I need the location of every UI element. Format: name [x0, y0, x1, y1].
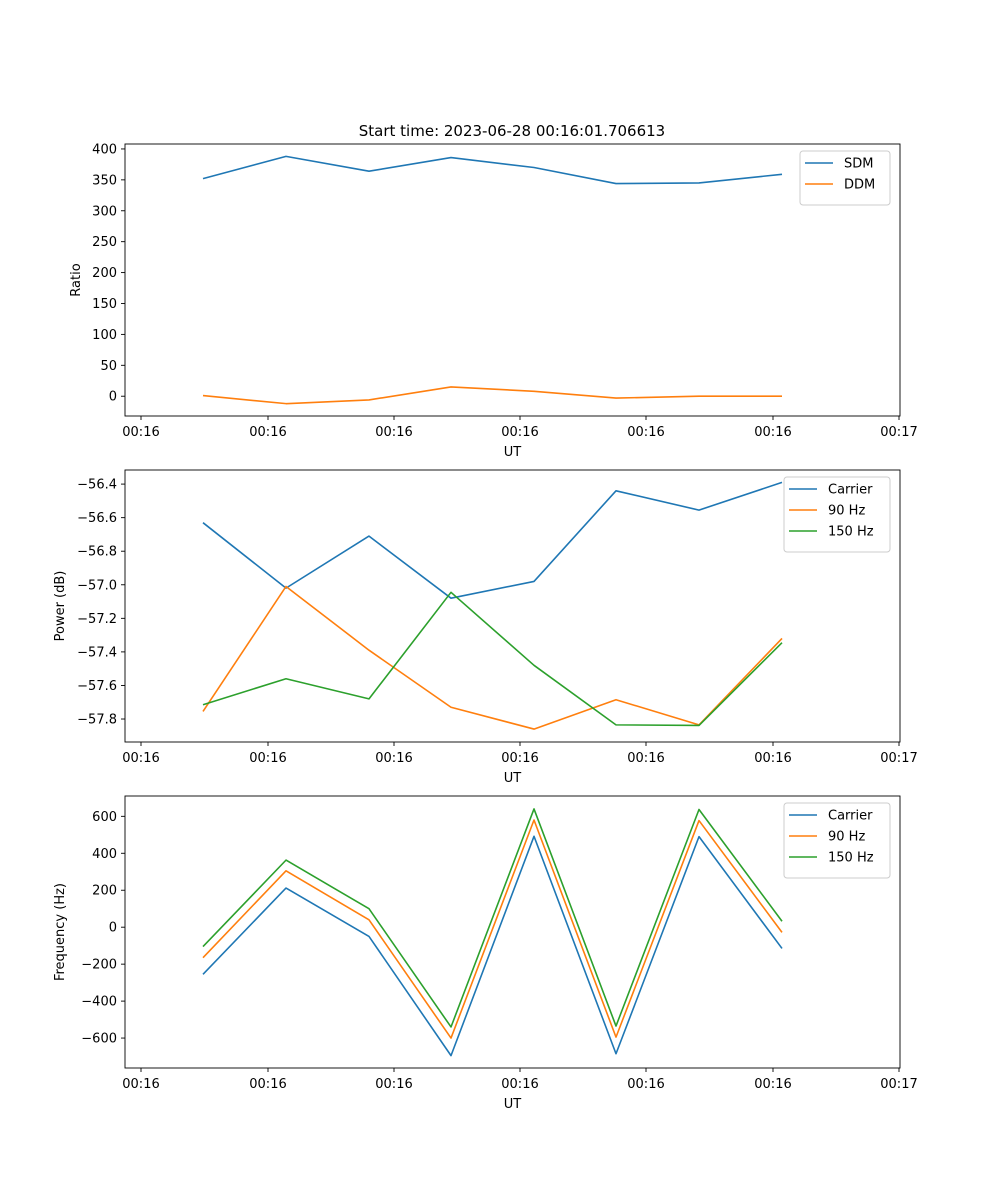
x-tick-label: 00:16: [122, 751, 159, 766]
x-axis-label: UT: [504, 771, 522, 786]
series-line-carrier: [202, 481, 783, 600]
y-axis-label: Power (dB): [53, 571, 68, 642]
y-tick-label: 300: [92, 204, 117, 219]
legend-box: [799, 150, 891, 206]
y-tick-label: 350: [92, 173, 117, 188]
y-tick-label: 200: [92, 266, 117, 281]
legend-entry: Carrier: [828, 483, 873, 498]
y-tick-label: −56.4: [77, 478, 117, 493]
x-tick-label: 00:16: [501, 751, 538, 766]
x-tick-label: 00:17: [880, 1077, 917, 1092]
x-tick-label: 00:16: [375, 425, 412, 440]
y-tick-label: −57.4: [77, 645, 117, 660]
legend-entry: 90 Hz: [828, 504, 865, 519]
legend-entry: 150 Hz: [828, 525, 874, 540]
x-tick-label: 00:16: [501, 1077, 538, 1092]
x-tick-label: 00:16: [627, 1077, 664, 1092]
chart-panel-2: 00:16 00:16 00:16 00:16 00:16 00:16 00:17 −57.8…: [53, 469, 918, 786]
chart-panel-1: 00:16 00:16 00:16 00:16 00:16 00:16 00:17 0 50 10…: [69, 142, 918, 460]
y-tick-label: −56.8: [77, 545, 117, 560]
y-tick-label: 400: [92, 847, 117, 862]
series-line-sdm: [202, 155, 783, 185]
legend: Carrier 90 Hz 150 Hz: [783, 476, 891, 553]
x-tick-label: 00:16: [249, 751, 286, 766]
y-tick-label: −57.6: [77, 679, 117, 694]
x-tick-label: 00:16: [501, 425, 538, 440]
y-tick-label: 250: [92, 235, 117, 250]
series-line-150-hz: [202, 808, 783, 1028]
y-tick-label: −600: [81, 1032, 117, 1047]
legend-box: [783, 802, 891, 879]
x-axis-label: UT: [504, 1097, 522, 1112]
x-tick-label: 00:16: [122, 425, 159, 440]
x-tick-label: 00:17: [880, 425, 917, 440]
x-tick-label: 00:16: [122, 1077, 159, 1092]
legend-entry: DDM: [844, 178, 875, 193]
y-tick-label: −56.6: [77, 511, 117, 526]
chart-title: Start time: 2023-06-28 00:16:01.706613: [359, 122, 665, 140]
y-tick-label: 200: [92, 884, 117, 899]
y-tick-label: 100: [92, 328, 117, 343]
y-tick-label: −200: [81, 958, 117, 973]
y-axis-label: Ratio: [69, 263, 84, 296]
y-tick-label: −400: [81, 995, 117, 1010]
series-line-carrier: [202, 835, 783, 1057]
y-tick-label: 400: [92, 142, 117, 157]
x-tick-label: 00:16: [249, 425, 286, 440]
y-tick-label: 150: [92, 297, 117, 312]
series-line-150-hz: [202, 591, 783, 727]
y-tick-label: 0: [109, 921, 117, 936]
x-axis-label: UT: [504, 445, 522, 460]
x-tick-label: 00:17: [880, 751, 917, 766]
series-line-90-hz: [202, 585, 783, 730]
x-tick-label: 00:16: [375, 751, 412, 766]
legend-entry: Carrier: [828, 809, 873, 824]
x-tick-label: 00:16: [249, 1077, 286, 1092]
y-axis-label: Frequency (Hz): [53, 883, 68, 981]
series-line-90-hz: [202, 819, 783, 1039]
y-tick-label: 0: [109, 390, 117, 405]
legend-box: [783, 476, 891, 553]
x-tick-label: 00:16: [375, 1077, 412, 1092]
chart-panel-3: 00:16 00:16 00:16 00:16 00:16 00:16 00:17 −600 −…: [53, 795, 918, 1112]
x-tick-label: 00:16: [754, 1077, 791, 1092]
legend-entry: 90 Hz: [828, 830, 865, 845]
x-tick-label: 00:16: [754, 751, 791, 766]
x-tick-label: 00:16: [754, 425, 791, 440]
series-line-ddm: [202, 386, 782, 405]
legend: Carrier 90 Hz 150 Hz: [783, 802, 891, 879]
axes-frame: [124, 469, 901, 743]
legend-entry: SDM: [844, 157, 873, 172]
y-tick-label: −57.8: [77, 713, 117, 728]
axes-frame: [124, 795, 901, 1069]
y-tick-label: 600: [92, 810, 117, 825]
y-tick-label: −57.2: [77, 612, 117, 627]
x-tick-label: 00:16: [627, 751, 664, 766]
axes-frame: [124, 143, 901, 417]
legend-entry: 150 Hz: [828, 851, 874, 866]
x-tick-label: 00:16: [627, 425, 664, 440]
legend: SDM DDM: [799, 150, 891, 206]
y-tick-label: 50: [100, 359, 117, 374]
y-tick-label: −57.0: [77, 578, 117, 593]
